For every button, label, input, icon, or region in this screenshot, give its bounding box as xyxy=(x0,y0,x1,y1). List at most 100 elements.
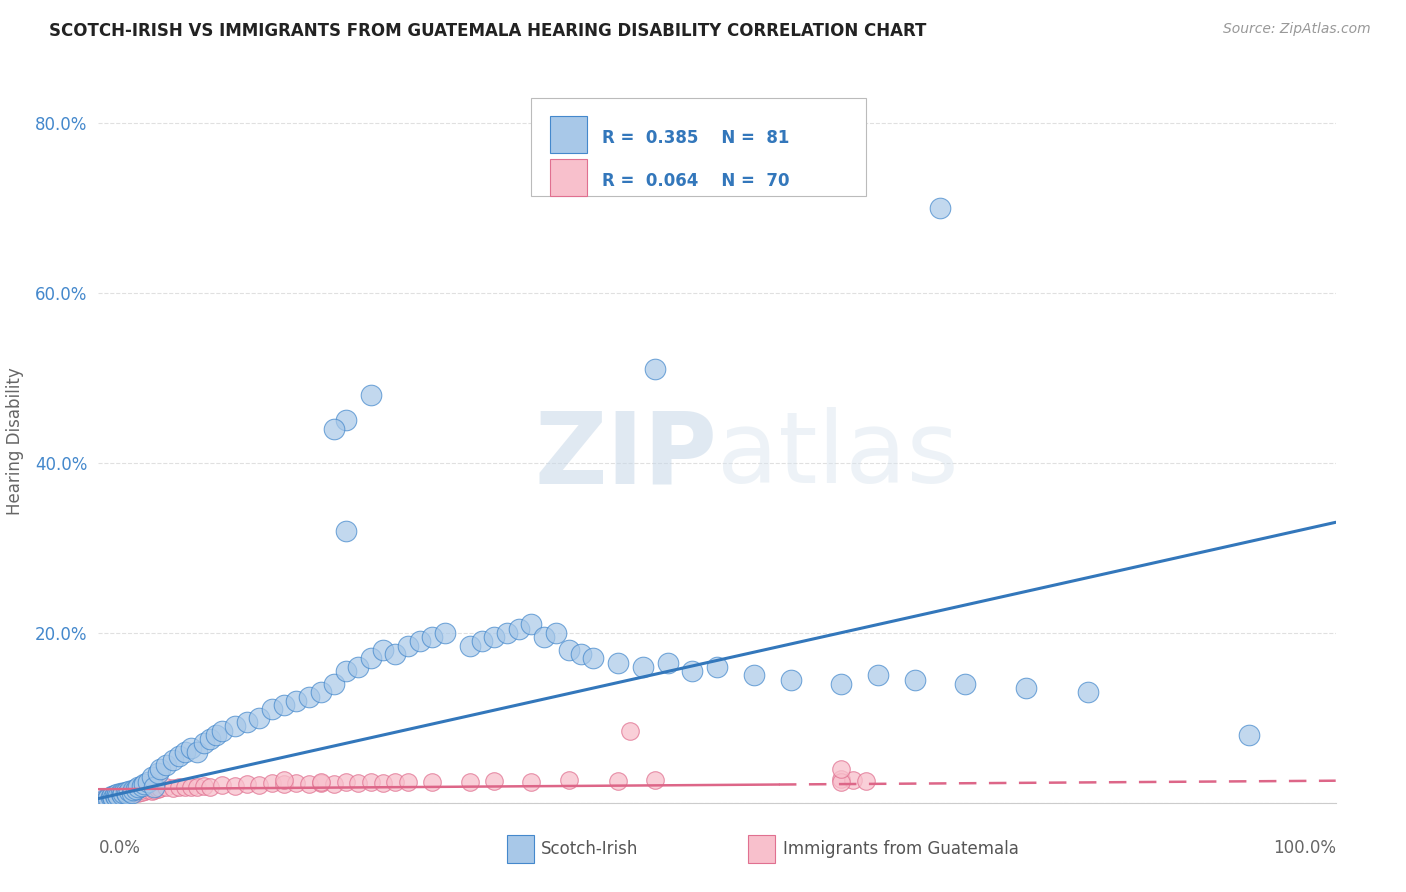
Point xyxy=(866,668,889,682)
Point xyxy=(546,625,568,640)
Point xyxy=(619,723,641,738)
Point xyxy=(121,786,143,800)
Point xyxy=(186,780,208,794)
Point xyxy=(396,639,419,653)
Point xyxy=(742,668,765,682)
Point xyxy=(347,776,370,790)
Point xyxy=(953,677,976,691)
Point xyxy=(180,780,202,795)
Point xyxy=(180,740,202,755)
Point xyxy=(112,787,135,801)
Point xyxy=(471,634,494,648)
Point xyxy=(247,778,270,792)
Point xyxy=(569,647,592,661)
Point xyxy=(224,779,246,793)
Point xyxy=(146,766,169,780)
Point xyxy=(433,625,456,640)
Point xyxy=(131,779,153,793)
Point xyxy=(347,660,370,674)
Point xyxy=(143,780,166,795)
Text: Source: ZipAtlas.com: Source: ZipAtlas.com xyxy=(1223,22,1371,37)
Point xyxy=(322,777,344,791)
Point xyxy=(107,787,129,801)
Point xyxy=(91,793,114,807)
Point xyxy=(422,775,444,789)
Point xyxy=(928,201,950,215)
Point xyxy=(186,745,208,759)
Text: SCOTCH-IRISH VS IMMIGRANTS FROM GUATEMALA HEARING DISABILITY CORRELATION CHART: SCOTCH-IRISH VS IMMIGRANTS FROM GUATEMAL… xyxy=(49,22,927,40)
Point xyxy=(607,773,630,788)
Point xyxy=(236,777,259,791)
Text: R =  0.064    N =  70: R = 0.064 N = 70 xyxy=(602,172,790,190)
Point xyxy=(124,782,146,797)
Point xyxy=(904,673,927,687)
Point xyxy=(98,791,121,805)
Point xyxy=(205,728,228,742)
Point xyxy=(118,784,141,798)
Point xyxy=(155,757,177,772)
Point xyxy=(458,774,481,789)
Bar xyxy=(506,835,534,863)
Point xyxy=(1077,685,1099,699)
Point xyxy=(607,656,630,670)
Point xyxy=(110,786,132,800)
Point xyxy=(162,753,184,767)
Point xyxy=(143,783,166,797)
Point xyxy=(111,788,134,802)
Point xyxy=(309,774,332,789)
Point xyxy=(108,788,131,802)
Point xyxy=(273,772,295,787)
Point xyxy=(96,792,118,806)
Point xyxy=(384,775,406,789)
Point xyxy=(127,780,149,795)
Point xyxy=(309,776,332,790)
Point xyxy=(115,787,138,801)
Point xyxy=(115,787,138,801)
Point xyxy=(681,664,703,678)
Point xyxy=(110,787,132,801)
Point xyxy=(141,784,163,798)
Point xyxy=(780,673,803,687)
Point xyxy=(105,787,128,801)
Point xyxy=(104,789,127,804)
Point xyxy=(273,777,295,791)
Point xyxy=(422,630,444,644)
Point xyxy=(112,787,135,801)
Point xyxy=(94,791,117,805)
Point xyxy=(322,422,344,436)
Point xyxy=(136,774,159,789)
Point xyxy=(298,690,321,704)
Point xyxy=(103,788,125,802)
Point xyxy=(855,773,877,788)
Point xyxy=(360,651,382,665)
Point xyxy=(97,790,120,805)
Point xyxy=(273,698,295,712)
Point xyxy=(557,772,579,787)
Text: 0.0%: 0.0% xyxy=(98,838,141,857)
Point xyxy=(118,786,141,800)
Point xyxy=(111,788,134,802)
Point xyxy=(409,634,432,648)
Point xyxy=(631,660,654,674)
Point xyxy=(193,736,215,750)
Point xyxy=(122,783,145,797)
FancyBboxPatch shape xyxy=(531,98,866,196)
Point xyxy=(830,774,852,789)
Point xyxy=(127,786,149,800)
Point xyxy=(520,617,543,632)
Point xyxy=(174,745,197,759)
Bar xyxy=(550,159,588,196)
Point xyxy=(830,772,852,786)
Point xyxy=(360,388,382,402)
Point xyxy=(101,790,124,805)
Point xyxy=(335,664,357,678)
Point xyxy=(557,642,579,657)
Point xyxy=(107,789,129,803)
Point xyxy=(484,630,506,644)
Point xyxy=(105,789,128,803)
Point xyxy=(155,780,177,795)
Point xyxy=(114,787,136,801)
Point xyxy=(495,625,517,640)
Point xyxy=(131,785,153,799)
Point xyxy=(100,789,122,804)
